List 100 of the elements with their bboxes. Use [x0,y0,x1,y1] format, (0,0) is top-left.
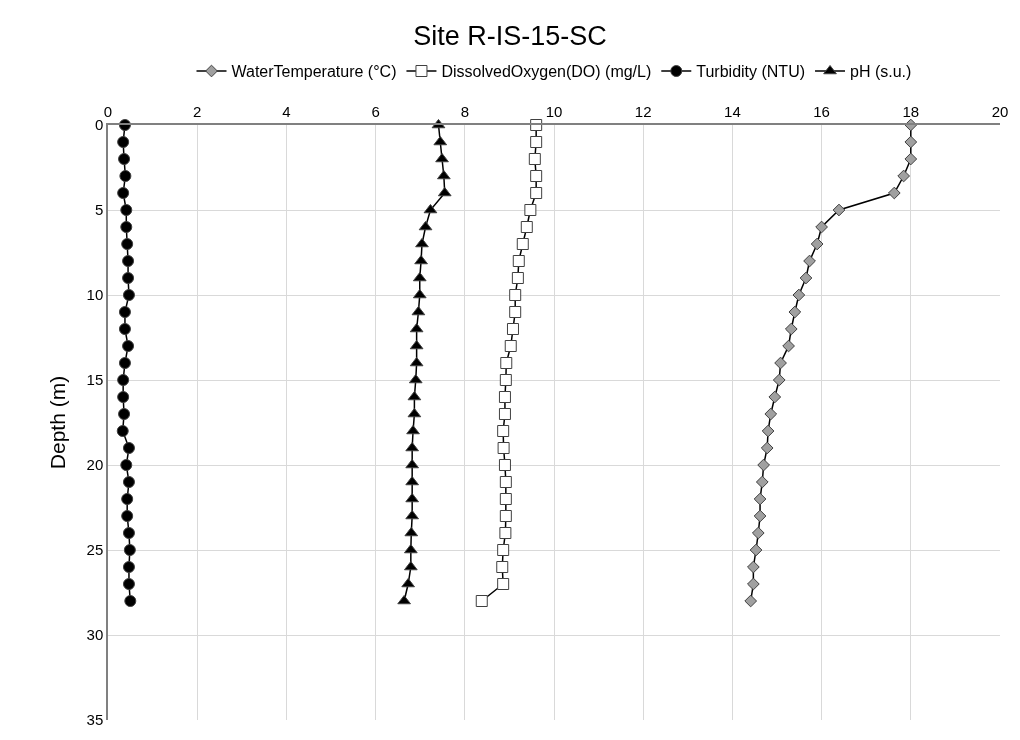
point [122,272,135,284]
point [122,561,135,573]
point [121,510,134,522]
point [499,527,512,539]
point [904,135,918,149]
point [747,560,760,574]
x-tick-label: 18 [902,103,920,121]
point [757,458,770,472]
point [815,220,828,234]
point [121,238,134,250]
point [118,357,131,369]
y-tick-label: 35 [86,711,104,729]
point [774,356,787,370]
point [496,561,509,573]
point [475,595,488,607]
point [509,289,522,301]
point [124,595,137,607]
point [506,323,519,335]
point [810,237,824,251]
point [799,271,813,285]
point [123,544,136,556]
y-tick-label: 0 [94,116,104,134]
point [530,187,543,199]
point [414,255,428,265]
point [516,238,529,250]
x-tick-label: 4 [282,103,291,121]
point [406,425,420,435]
point [528,153,541,165]
point [497,578,510,590]
point [509,306,522,318]
point [784,322,798,336]
y-axis-title: Depth (m) [46,375,70,470]
point [397,595,411,605]
point [500,357,513,369]
legend-label: Turbidity (NTU) [696,63,806,81]
point [768,390,782,404]
point [499,476,512,488]
point [120,221,133,233]
point [499,374,512,386]
point [435,153,449,163]
point [530,170,543,182]
point [753,509,767,523]
point [122,527,135,539]
point [803,254,816,268]
x-tick-label: 14 [724,103,741,121]
x-tick-label: 16 [813,103,830,121]
point [497,442,510,454]
point [118,306,131,318]
point [788,305,802,319]
point [498,408,511,420]
point [499,510,512,522]
point [120,459,133,471]
point [792,288,806,302]
x-tick-label: 12 [634,103,652,121]
point [118,323,131,335]
point [119,170,132,182]
y-tick-label: 20 [86,456,104,474]
point [121,493,134,505]
point [749,543,763,557]
point [753,492,767,506]
point [764,407,778,421]
point [832,203,846,217]
y-tick-label: 25 [86,541,104,559]
point [122,476,135,488]
point [524,204,537,216]
point [772,373,786,387]
point [122,255,135,267]
x-tick-label: 10 [545,103,563,121]
point [904,152,918,166]
point [504,340,517,352]
x-tick-label: 2 [193,103,202,121]
point [415,238,429,248]
y-tick-label: 10 [86,286,104,304]
point [498,391,511,403]
point [499,493,512,505]
point [122,578,135,590]
point [122,289,135,301]
point [751,526,765,540]
point [118,153,131,165]
point [118,408,131,420]
legend-label: DissolvedOxygen(DO) (mg/L) [441,63,652,81]
x-tick-label: 6 [371,103,380,121]
point [747,577,760,591]
point [122,442,135,454]
chart-title: Site R-IS-15-SC [413,20,607,51]
point [117,187,130,199]
x-tick-label: 20 [991,103,1009,121]
point [897,169,911,183]
point [122,340,135,352]
point [117,136,130,148]
legend-label: pH (s.u.) [850,63,912,81]
point [760,441,774,455]
point [744,594,758,608]
point [511,272,524,284]
point [497,544,510,556]
point [120,204,133,216]
legend-label: WaterTemperature (°C) [231,63,397,81]
point [887,186,901,200]
y-tick-label: 15 [86,371,104,389]
point [761,424,775,438]
